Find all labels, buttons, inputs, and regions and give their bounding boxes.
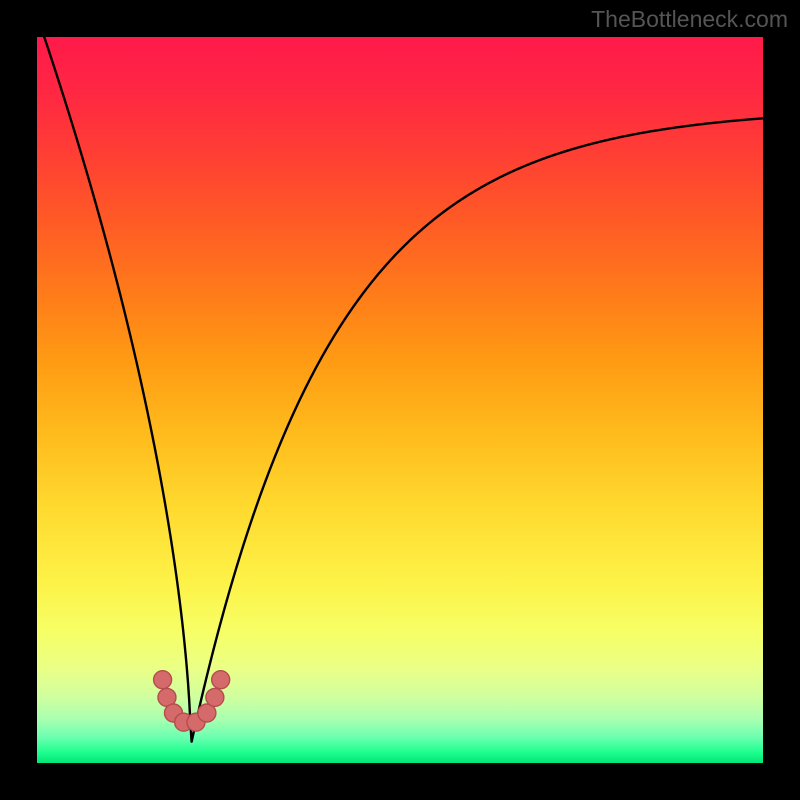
curve-marker xyxy=(212,671,230,689)
curve-marker xyxy=(154,671,172,689)
chart-svg xyxy=(0,0,800,800)
watermark-text: TheBottleneck.com xyxy=(591,6,788,33)
chart-root: TheBottleneck.com xyxy=(0,0,800,800)
curve-marker xyxy=(206,688,224,706)
